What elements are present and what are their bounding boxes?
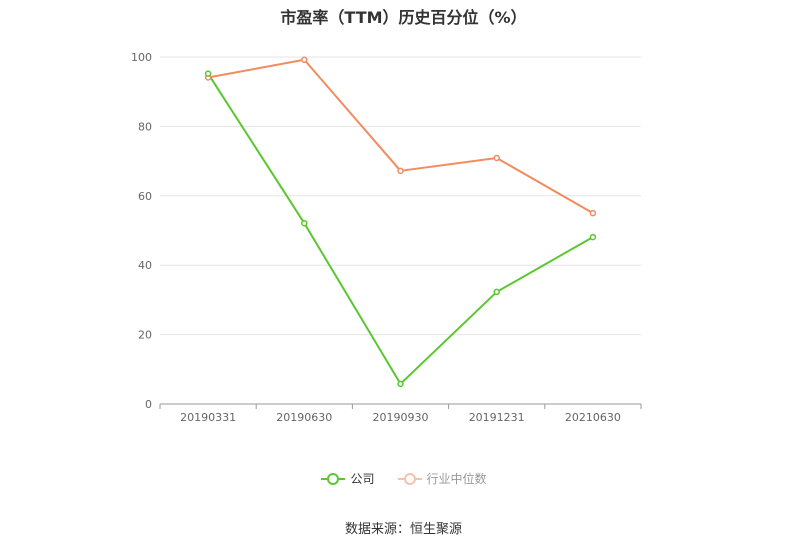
legend-label: 行业中位数	[426, 472, 487, 486]
x-tick-label: 20190331	[180, 411, 236, 424]
legend: 公司 行业中位数	[0, 470, 807, 487]
series-line-industry-median	[207, 58, 594, 215]
data-point-company[interactable]	[301, 219, 308, 227]
y-tick-label: 0	[145, 398, 152, 411]
data-point-industry-median[interactable]	[493, 154, 500, 162]
y-tick-label: 20	[138, 329, 152, 342]
y-tick-label: 40	[138, 259, 152, 272]
legend-line-circle-icon	[397, 472, 422, 485]
y-tick-label: 100	[131, 51, 152, 64]
legend-item-industry-median[interactable]: 行业中位数	[397, 470, 487, 487]
y-tick-label: 80	[138, 120, 152, 133]
x-tick-label: 20210630	[565, 411, 621, 424]
data-point-company[interactable]	[204, 70, 212, 77]
legend-label: 公司	[350, 472, 375, 486]
chart-title: 市盈率（TTM）历史百分位（%）	[280, 8, 527, 27]
data-point-company[interactable]	[589, 233, 597, 241]
x-tick-label: 20190930	[373, 411, 429, 424]
data-point-company[interactable]	[493, 288, 500, 296]
legend-item-company[interactable]: 公司	[320, 470, 375, 487]
data-point-industry-median[interactable]	[589, 209, 597, 217]
data-source-note: 数据来源：恒生聚源	[344, 522, 462, 537]
x-tick-label: 20191231	[469, 411, 525, 424]
data-point-industry-median[interactable]	[301, 56, 308, 64]
data-point-company[interactable]	[397, 380, 404, 388]
series-line-company	[207, 73, 594, 385]
y-tick-label: 60	[138, 190, 152, 203]
legend-line-circle-icon	[321, 472, 346, 485]
x-tick-label: 20190630	[276, 411, 332, 424]
data-point-industry-median[interactable]	[397, 167, 404, 175]
